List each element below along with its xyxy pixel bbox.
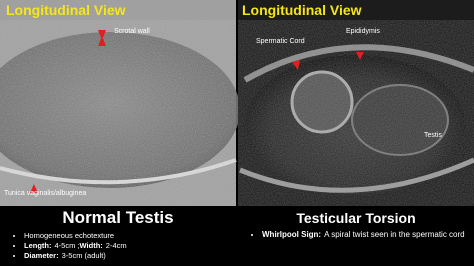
label: Epididymis	[346, 28, 380, 35]
bullet: Length:4-5cm ;Width:2-4cm	[24, 241, 127, 251]
bullet-list: Homogeneous echotexture Length:4-5cm ;Wi…	[10, 231, 127, 261]
bullet-list: Whirlpool Sign:A spiral twist seen in th…	[248, 230, 474, 240]
heading: Longitudinal View	[242, 2, 362, 18]
term: Whirlpool Sign:	[262, 230, 322, 239]
panel-title: Normal Testis	[62, 208, 174, 227]
panel-title: Testicular Torsion	[296, 210, 416, 226]
label: Tunica vaginalis/albuginea	[4, 190, 87, 197]
text: 2-4cm	[105, 241, 127, 250]
label: Testis	[424, 132, 442, 139]
text: Homogeneous echotexture	[24, 231, 115, 240]
term: Length:	[24, 241, 52, 250]
term: Width:	[79, 241, 103, 250]
label: Scrotal wall	[114, 28, 150, 35]
ultrasound-images	[0, 0, 474, 206]
term: Diameter:	[24, 251, 59, 260]
bullet: Diameter:3-5cm (adult)	[24, 251, 127, 261]
text: 3-5cm (adult)	[61, 251, 106, 260]
bullet: Whirlpool Sign:A spiral twist seen in th…	[262, 230, 474, 240]
label: Spermatic Cord	[256, 38, 305, 45]
text: A spiral twist seen in the spermatic cor…	[324, 230, 465, 239]
heading: Longitudinal View	[6, 2, 126, 18]
bullet: Homogeneous echotexture	[24, 231, 127, 241]
text: 4-5cm ;	[54, 241, 80, 250]
